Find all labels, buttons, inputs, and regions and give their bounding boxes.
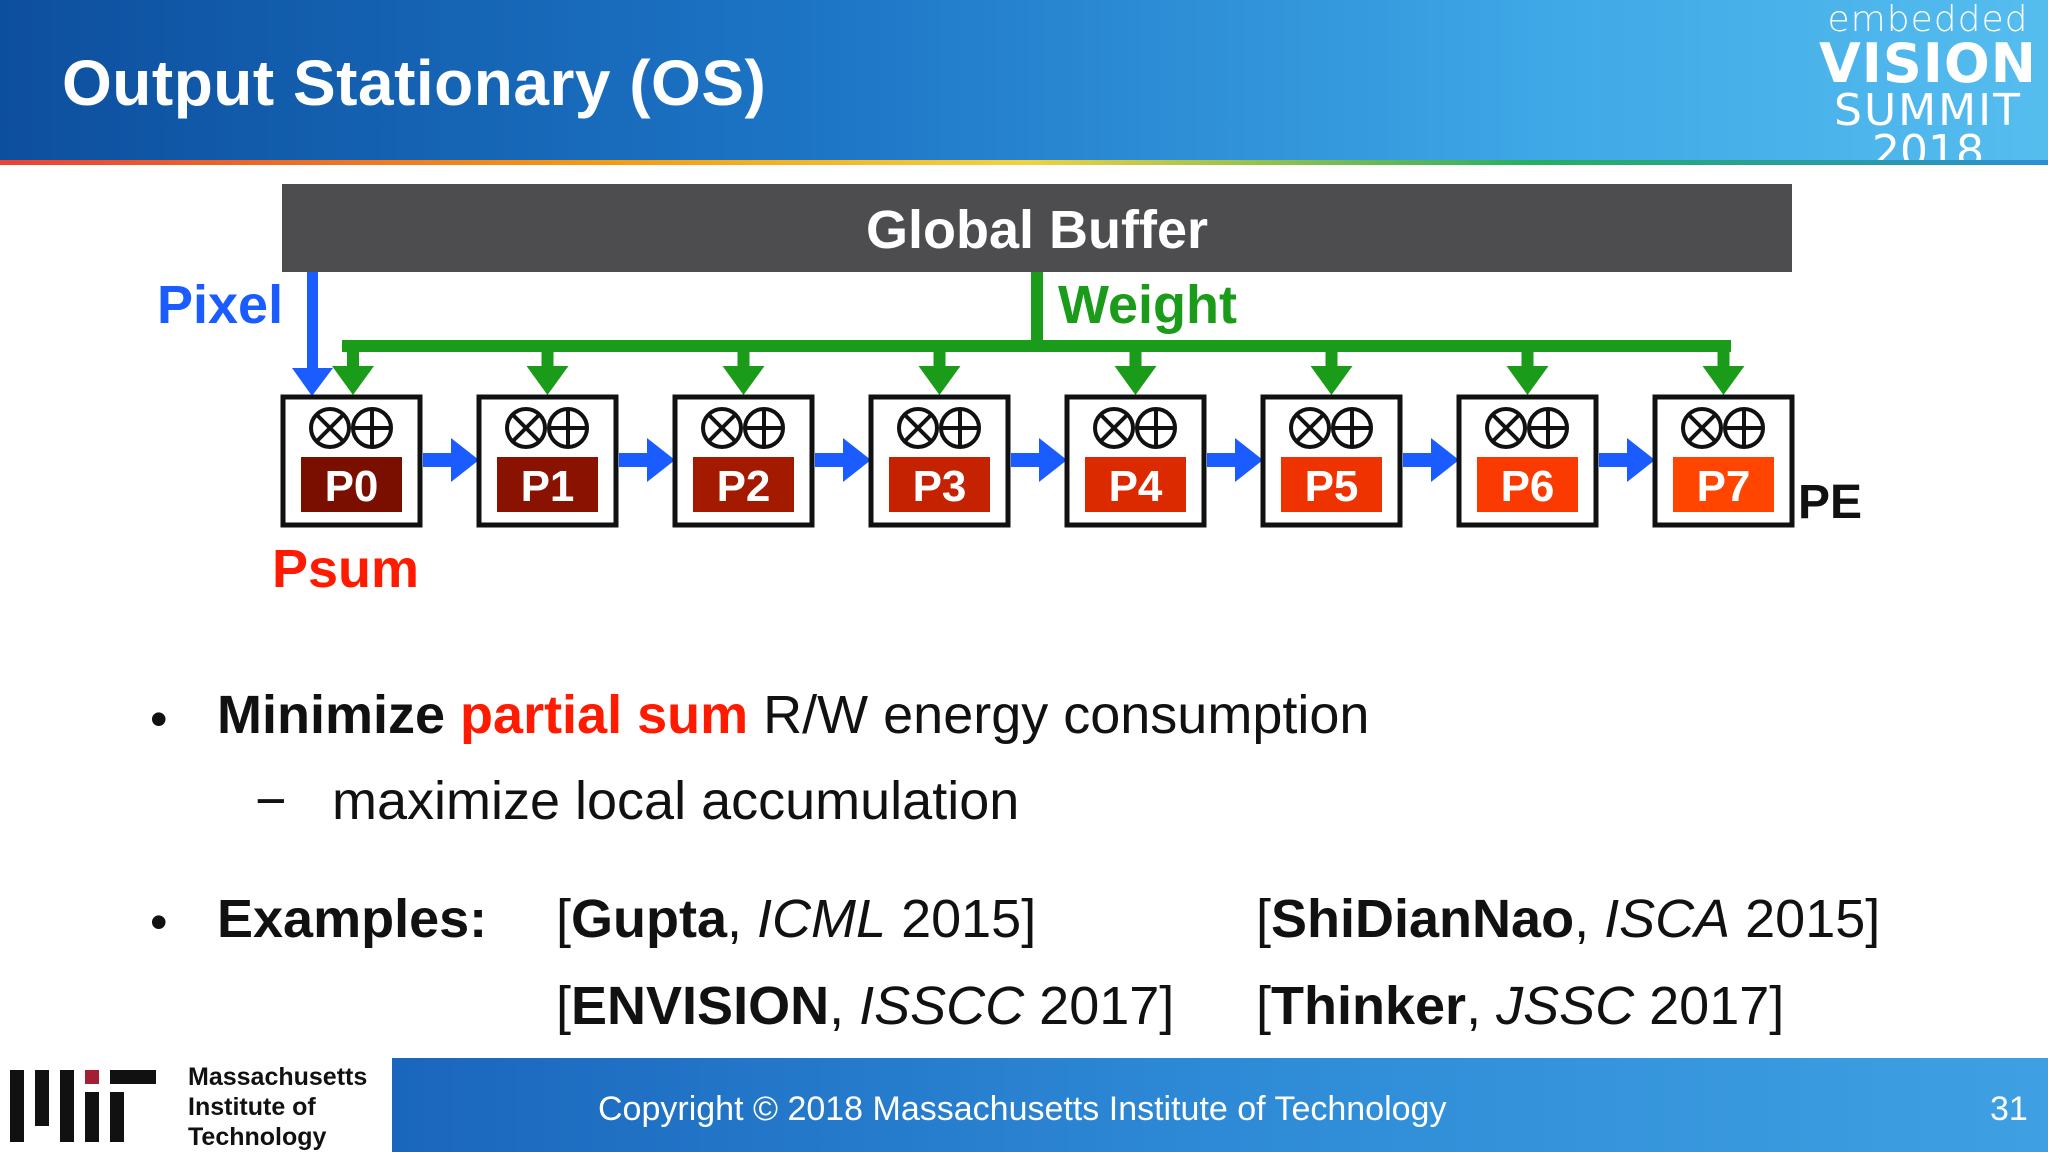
pe-p6: P6	[1456, 394, 1599, 528]
sub-bullet-dash: −	[255, 771, 287, 831]
weight-drop-arrow	[1114, 346, 1157, 395]
pixel-forward-arrow	[815, 438, 871, 482]
ref-gupta: [Gupta, ICML 2015]	[556, 889, 1037, 949]
multiply-add-icon	[1681, 407, 1765, 449]
weight-drop-arrows	[332, 346, 1745, 395]
pe-p4: P4	[1064, 394, 1207, 528]
ref-shidiannao: [ShiDianNao, ISCA 2015]	[1256, 889, 1881, 949]
multiply-add-icon	[701, 407, 785, 449]
pe-label-text: P5	[1305, 462, 1359, 511]
multiply-add-icon	[1485, 407, 1569, 449]
weight-drop-arrow	[526, 346, 569, 395]
pe-p7: P7	[1652, 394, 1795, 528]
weight-drop-arrow	[1702, 346, 1745, 395]
weight-drop-arrow	[332, 346, 374, 395]
pe-label-text: P2	[717, 462, 771, 511]
multiply-add-icon	[505, 407, 589, 449]
multiply-add-icon	[897, 407, 981, 449]
pe-p3: P3	[868, 394, 1011, 528]
pe-p1: P1	[476, 394, 619, 528]
psum-register	[1281, 457, 1382, 512]
bullet-minimize: Minimize partial sum R/W energy consumpt…	[217, 685, 1370, 745]
pe-label-text: P6	[1501, 462, 1555, 511]
psum-register	[1477, 457, 1578, 512]
weight-drop-arrow	[1506, 346, 1549, 395]
weight-drop-arrow	[918, 346, 961, 395]
bullet-marker: •	[150, 894, 168, 950]
mit-logo-icon	[10, 1070, 156, 1142]
pixel-forward-arrow	[1403, 438, 1459, 482]
psum-label: Psum	[272, 539, 419, 599]
header-accent-stripe	[0, 160, 2048, 165]
weight-label: Weight	[1058, 275, 1237, 335]
page-number: 31	[1990, 1090, 2028, 1128]
sub-bullet-accumulation: maximize local accumulation	[332, 771, 1020, 831]
global-buffer-label: Global Buffer	[866, 200, 1208, 260]
pe-array: P0 P1 P2 P3 P4 P5 P6 P7	[280, 394, 1795, 528]
multiply-add-icon	[309, 407, 393, 449]
pe-label: PE	[1798, 476, 1862, 529]
pe-label-text: P3	[913, 462, 967, 511]
ref-envision: [ENVISION, ISSCC 2017]	[556, 976, 1175, 1036]
pixel-label: Pixel	[157, 275, 283, 335]
psum-register	[889, 457, 990, 512]
pe-p5: P5	[1260, 394, 1403, 528]
psum-register	[497, 457, 598, 512]
institution-name: Massachusetts Institute of Technology	[188, 1063, 368, 1151]
os-dataflow-diagram: Global Buffer Pixel Weight Psum PE P0 P1 P…	[157, 184, 1862, 599]
pixel-input-arrow	[292, 272, 333, 396]
footer-band	[392, 1058, 2048, 1152]
pixel-forward-arrow	[1599, 438, 1655, 482]
weight-drop-arrow	[722, 346, 765, 395]
psum-register	[1085, 457, 1186, 512]
embedded-vision-summit-logo: embedded VISION SUMMIT 2018	[1819, 0, 2037, 177]
pe-p2: P2	[672, 394, 815, 528]
pe-label-text: P7	[1697, 462, 1751, 511]
bullet-marker: •	[150, 691, 168, 747]
ref-thinker: [Thinker, JSSC 2017]	[1256, 976, 1785, 1036]
pe-label-text: P0	[325, 462, 379, 511]
weight-drop-arrow	[1310, 346, 1353, 395]
multiply-add-icon	[1289, 407, 1373, 449]
copyright-text: Copyright © 2018 Massachusetts Institute…	[598, 1090, 1447, 1128]
pixel-forward-arrow	[619, 438, 675, 482]
pe-label-text: P1	[521, 462, 575, 511]
header-bar: Output Stationary (OS) embedded VISION S…	[0, 0, 2048, 174]
psum-register	[301, 457, 402, 512]
pixel-chain-arrows	[423, 438, 1655, 482]
examples-label: Examples:	[217, 889, 488, 949]
global-buffer	[282, 184, 1792, 272]
pixel-forward-arrow	[1011, 438, 1067, 482]
psum-register	[693, 457, 794, 512]
slide-title: Output Stationary (OS)	[62, 47, 767, 119]
pe-label-text: P4	[1109, 462, 1163, 511]
pe-p0: P0	[280, 394, 423, 528]
pixel-forward-arrow	[1207, 438, 1263, 482]
multiply-add-icon	[1093, 407, 1177, 449]
pixel-forward-arrow	[423, 438, 479, 482]
weight-bus	[342, 272, 1731, 352]
psum-register	[1673, 457, 1774, 512]
